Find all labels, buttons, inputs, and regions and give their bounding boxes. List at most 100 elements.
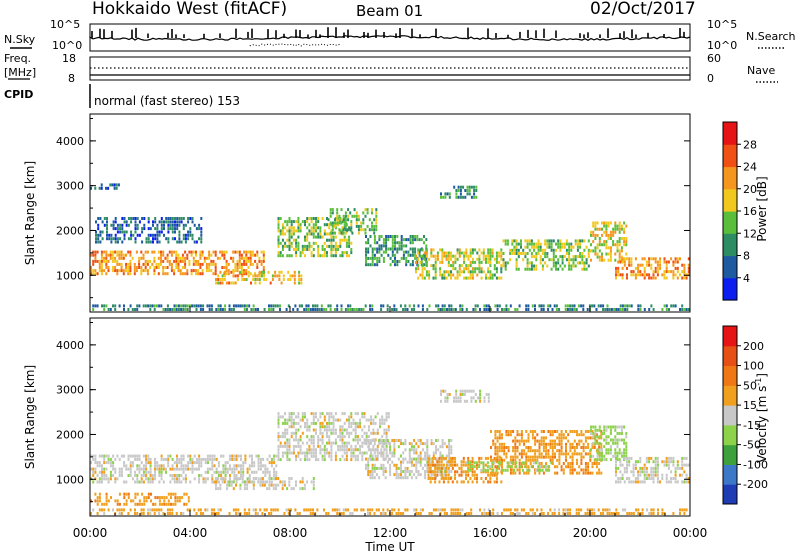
- data-cell: [328, 451, 331, 455]
- data-cell: [281, 435, 284, 439]
- data-cell: [556, 471, 559, 475]
- data-cell: [206, 457, 209, 461]
- data-cell: [520, 508, 523, 512]
- data-cell: [146, 259, 149, 263]
- data-cell: [539, 248, 542, 252]
- data-cell: [162, 253, 165, 257]
- data-cell: [383, 448, 386, 452]
- data-cell: [434, 260, 437, 264]
- data-cell: [293, 278, 296, 281]
- data-cell: [259, 457, 262, 461]
- data-cell: [413, 457, 416, 461]
- data-cell: [309, 512, 312, 515]
- data-cell: [175, 308, 178, 311]
- data-cell: [339, 431, 342, 435]
- data-cell: [308, 241, 311, 245]
- data-cell: [378, 250, 381, 254]
- data-cell: [151, 304, 154, 308]
- data-cell: [551, 430, 554, 433]
- data-cell: [189, 480, 192, 484]
- data-cell: [530, 267, 533, 271]
- data-cell: [182, 223, 185, 227]
- data-cell: [356, 448, 359, 452]
- data-cell: [135, 269, 138, 273]
- data-cell: [434, 456, 437, 460]
- data-cell: [315, 217, 317, 220]
- data-cell: [541, 252, 544, 255]
- data-cell: [208, 266, 211, 269]
- data-cell: [470, 512, 473, 515]
- data-cell: [338, 512, 341, 515]
- data-cell: [243, 487, 246, 491]
- data-cell: [371, 508, 374, 512]
- data-cell: [367, 263, 370, 267]
- data-cell: [580, 455, 583, 459]
- data-cell: [178, 467, 181, 471]
- data-cell: [103, 502, 106, 506]
- data-cell: [348, 226, 351, 230]
- data-cell: [283, 480, 286, 484]
- data-cell: [626, 308, 629, 311]
- data-cell: [149, 240, 152, 244]
- data-cell: [272, 487, 275, 491]
- data-cell: [376, 260, 379, 263]
- data-cell: [233, 467, 236, 471]
- data-cell: [301, 251, 304, 255]
- data-cell: [170, 262, 173, 266]
- data-cell: [520, 252, 522, 255]
- data-cell: [380, 466, 383, 470]
- data-cell: [613, 308, 616, 311]
- data-cell: [317, 444, 320, 448]
- data-cell: [162, 467, 165, 471]
- data-cell: [549, 439, 552, 443]
- data-cell: [614, 243, 617, 247]
- data-cell: [127, 269, 130, 273]
- data-cell: [350, 415, 353, 419]
- data-cell: [367, 457, 370, 461]
- data-cell: [123, 502, 126, 506]
- data-cell: [500, 461, 502, 465]
- data-cell: [362, 221, 365, 225]
- data-cell: [546, 255, 549, 259]
- data-cell: [193, 477, 196, 481]
- data-cell: [361, 435, 364, 439]
- data-cell: [358, 308, 361, 311]
- data-cell: [625, 435, 628, 439]
- data-cell: [292, 229, 295, 233]
- data-cell: [365, 439, 367, 442]
- data-cell: [634, 257, 637, 261]
- data-cell: [371, 263, 374, 267]
- data-cell: [441, 260, 444, 264]
- data-cell: [191, 217, 194, 220]
- data-cell: [174, 220, 176, 224]
- data-cell: [549, 304, 552, 308]
- data-cell: [288, 451, 291, 455]
- data-cell: [213, 470, 216, 474]
- data-cell: [449, 477, 452, 480]
- data-cell: [366, 224, 369, 228]
- data-cell: [494, 471, 497, 475]
- data-cell: [138, 499, 141, 503]
- data-cell: [516, 433, 519, 437]
- data-cell: [526, 252, 529, 255]
- data-cell: [538, 439, 541, 443]
- data-cell: [447, 480, 450, 484]
- data-cell: [173, 272, 176, 276]
- data-cell: [332, 425, 335, 429]
- data-cell: [607, 221, 610, 225]
- data-cell: [558, 439, 561, 443]
- data-cell: [486, 468, 489, 472]
- data-cell: [125, 464, 128, 468]
- data-cell: [402, 457, 405, 461]
- data-cell: [424, 454, 427, 458]
- data-cell: [167, 237, 170, 241]
- data-cell: [378, 466, 381, 470]
- data-cell: [223, 250, 226, 254]
- data-cell: [211, 467, 214, 471]
- data-cell: [538, 446, 541, 449]
- data-cell: [443, 270, 446, 274]
- data-cell: [275, 470, 278, 474]
- data-cell: [155, 508, 158, 512]
- data-cell: [623, 438, 626, 442]
- data-cell: [205, 256, 208, 260]
